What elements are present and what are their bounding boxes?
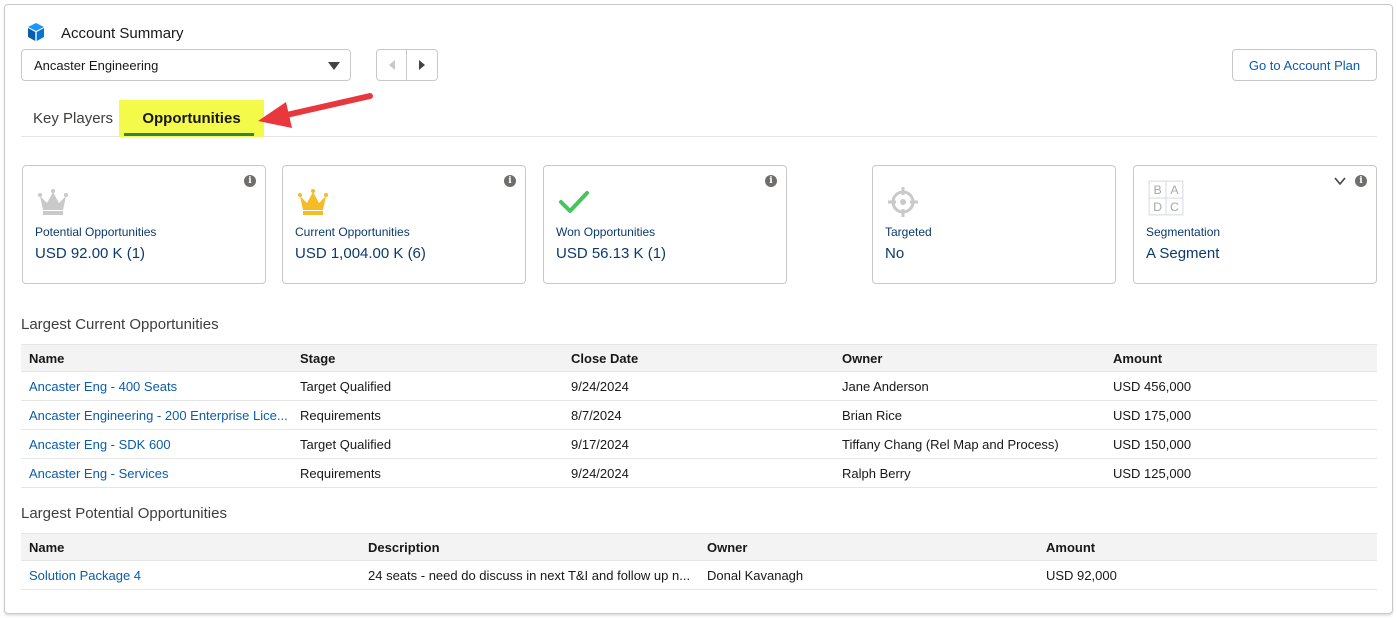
go-to-account-plan-button[interactable]: Go to Account Plan <box>1232 49 1377 81</box>
column-header: Stage <box>292 344 563 372</box>
segment-letter: A <box>1170 183 1179 197</box>
info-icon[interactable]: i <box>504 175 516 187</box>
current-opportunities-title: Largest Current Opportunities <box>21 316 219 333</box>
potential-opportunities-title: Largest Potential Opportunities <box>21 505 227 522</box>
tile-potential-opportunities: i Potential Opportunities USD 92.00 K (1… <box>22 165 266 284</box>
info-icon[interactable]: i <box>765 175 777 187</box>
table-row: Ancaster Eng - 400 Seats Target Qualifie… <box>21 371 1377 401</box>
owner-cell: Brian Rice <box>834 400 1105 430</box>
card-header: Account Summary <box>26 22 184 45</box>
tile-targeted: Targeted No <box>872 165 1116 284</box>
column-header: Description <box>360 533 699 561</box>
tile-value: USD 92.00 K (1) <box>35 245 146 262</box>
tab-key-players[interactable]: Key Players <box>33 100 113 137</box>
account-summary-card <box>4 4 1393 614</box>
table-header-row: Name Description Owner Amount <box>21 533 1377 561</box>
tab-key-players-label: Key Players <box>33 110 114 127</box>
chevron-right-icon <box>419 60 425 70</box>
tile-won-opportunities: i Won Opportunities USD 56.13 K (1) <box>543 165 787 284</box>
account-pager <box>376 49 438 81</box>
active-tab-indicator <box>124 133 254 136</box>
column-header: Name <box>21 533 360 561</box>
stage-cell: Target Qualified <box>292 429 563 459</box>
table-header-row: Name Stage Close Date Owner Amount <box>21 344 1377 372</box>
target-icon <box>888 187 918 217</box>
amount-cell: USD 92,000 <box>1038 560 1377 590</box>
check-icon <box>559 191 589 213</box>
table-row: Solution Package 4 24 seats - need do di… <box>21 560 1377 590</box>
segment-letter: C <box>1170 200 1179 214</box>
owner-cell: Tiffany Chang (Rel Map and Process) <box>834 429 1105 459</box>
tab-bar: Key Players Opportunities <box>21 100 1377 137</box>
tile-current-opportunities: i Current Opportunities USD 1,004.00 K (… <box>282 165 526 284</box>
opportunity-link[interactable]: Solution Package 4 <box>29 567 142 583</box>
amount-cell: USD 175,000 <box>1105 400 1377 430</box>
tile-value: No <box>885 245 905 262</box>
opportunity-link[interactable]: Ancaster Eng - SDK 600 <box>29 436 171 452</box>
next-account-button[interactable] <box>407 49 438 81</box>
table-row: Ancaster Engineering - 200 Enterprise Li… <box>21 400 1377 430</box>
previous-account-button[interactable] <box>376 49 407 81</box>
stage-cell: Requirements <box>292 400 563 430</box>
segment-letter: D <box>1153 200 1162 214</box>
opportunity-link[interactable]: Ancaster Eng - 400 Seats <box>29 378 178 394</box>
column-header: Owner <box>699 533 1038 561</box>
current-opportunities-table: Name Stage Close Date Owner Amount Ancas… <box>21 344 1377 488</box>
tile-label: Targeted <box>885 225 932 239</box>
table-row: Ancaster Eng - Services Requirements 9/2… <box>21 458 1377 488</box>
cube-icon <box>26 22 46 45</box>
column-header: Amount <box>1038 533 1377 561</box>
tab-opportunities[interactable]: Opportunities <box>119 100 264 137</box>
stage-cell: Requirements <box>292 458 563 488</box>
owner-cell: Ralph Berry <box>834 458 1105 488</box>
segment-icon: B A D C <box>1148 180 1184 216</box>
column-header: Close Date <box>563 344 834 372</box>
owner-cell: Donal Kavanagh <box>699 560 1038 590</box>
caret-down-icon <box>328 62 340 70</box>
owner-cell: Jane Anderson <box>834 371 1105 401</box>
crown-icon <box>38 189 68 215</box>
amount-cell: USD 150,000 <box>1105 429 1377 459</box>
column-header: Name <box>21 344 292 372</box>
account-select[interactable]: Ancaster Engineering <box>21 49 351 81</box>
stage-cell: Target Qualified <box>292 371 563 401</box>
tile-label: Potential Opportunities <box>35 225 157 239</box>
amount-cell: USD 125,000 <box>1105 458 1377 488</box>
potential-opportunities-table: Name Description Owner Amount Solution P… <box>21 533 1377 590</box>
account-select-value: Ancaster Engineering <box>34 57 159 73</box>
tile-value: A Segment <box>1146 245 1220 262</box>
close-date-cell: 8/7/2024 <box>563 400 834 430</box>
amount-cell: USD 456,000 <box>1105 371 1377 401</box>
info-icon[interactable]: i <box>1355 175 1367 187</box>
info-icon[interactable]: i <box>244 175 256 187</box>
column-header: Amount <box>1105 344 1377 372</box>
close-date-cell: 9/24/2024 <box>563 458 834 488</box>
tile-segmentation: B A D C i Segmentation A Segment <box>1133 165 1377 284</box>
table-row: Ancaster Eng - SDK 600 Target Qualified … <box>21 429 1377 459</box>
tab-opportunities-label: Opportunities <box>142 110 241 127</box>
crown-icon <box>298 189 328 215</box>
tile-label: Won Opportunities <box>556 225 656 239</box>
tile-value: USD 56.13 K (1) <box>556 245 667 262</box>
tile-value: USD 1,004.00 K (6) <box>295 245 426 262</box>
close-date-cell: 9/17/2024 <box>563 429 834 459</box>
description-cell: 24 seats - need do discuss in next T&I a… <box>360 560 699 590</box>
tile-label: Segmentation <box>1146 225 1221 239</box>
opportunity-link[interactable]: Ancaster Engineering - 200 Enterprise Li… <box>29 407 288 423</box>
column-header: Owner <box>834 344 1105 372</box>
tile-label: Current Opportunities <box>295 225 410 239</box>
chevron-down-icon[interactable] <box>1334 175 1346 187</box>
annotation-arrow-icon <box>258 93 373 128</box>
close-date-cell: 9/24/2024 <box>563 371 834 401</box>
opportunity-link[interactable]: Ancaster Eng - Services <box>29 465 169 481</box>
chevron-left-icon <box>388 60 395 70</box>
page-title: Account Summary <box>61 25 184 42</box>
segment-letter: B <box>1153 183 1161 197</box>
